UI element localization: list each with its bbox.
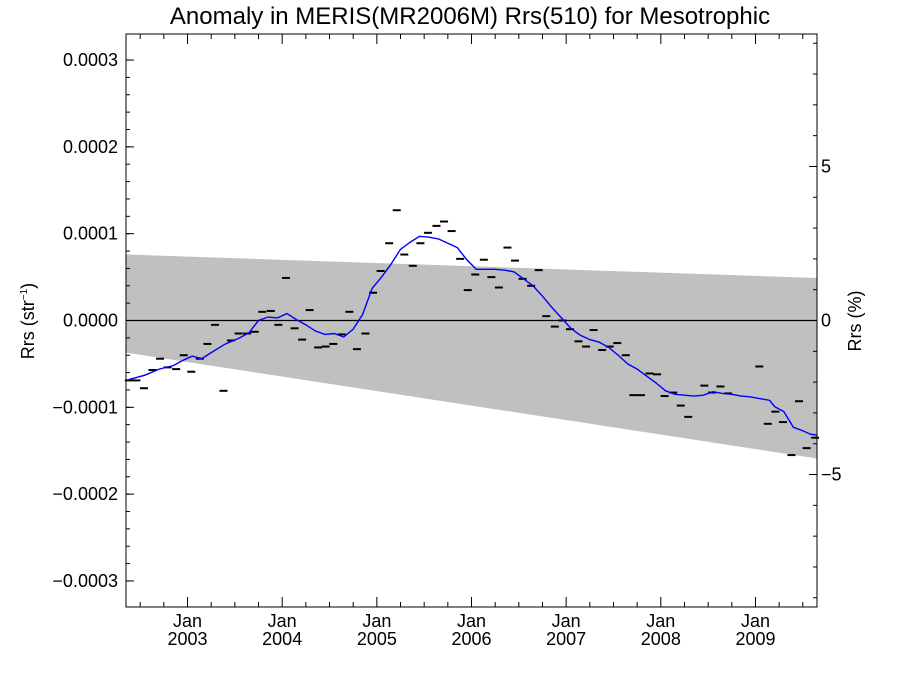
x-tick-month-label: Jan <box>646 611 675 631</box>
y2-tick-label: 0 <box>821 311 831 331</box>
x-tick-year-label: 2007 <box>546 629 586 649</box>
x-tick-month-label: Jan <box>457 611 486 631</box>
y-tick-label: −0.0003 <box>52 571 118 591</box>
x-tick-month-label: Jan <box>552 611 581 631</box>
x-tick-year-label: 2005 <box>357 629 397 649</box>
right-axis-label: Rrs (%) <box>845 291 865 352</box>
x-axis: Jan2003Jan2004Jan2005Jan2006Jan2007Jan20… <box>139 34 804 649</box>
x-tick-month-label: Jan <box>268 611 297 631</box>
left-axis-label-main: Rrs (str <box>18 300 38 359</box>
chart-title: Anomaly in MERIS(MR2006M) Rrs(510) for M… <box>170 3 770 30</box>
y-tick-label: 0.0001 <box>63 224 118 244</box>
x-tick-month-label: Jan <box>173 611 202 631</box>
y-tick-label: 0.0000 <box>63 311 118 331</box>
y-tick-label: −0.0002 <box>52 484 118 504</box>
x-tick-year-label: 2004 <box>262 629 302 649</box>
x-tick-year-label: 2006 <box>451 629 491 649</box>
right-y-axis: 5 0 −5 <box>809 42 842 599</box>
x-tick-month-label: Jan <box>362 611 391 631</box>
left-axis-label-close: ) <box>18 283 38 289</box>
plot-area <box>124 209 820 459</box>
y-tick-label: 0.0002 <box>63 137 118 157</box>
x-tick-year-label: 2008 <box>641 629 681 649</box>
running-mean-line <box>128 235 818 436</box>
left-axis-label: Rrs (str−1) <box>18 283 38 359</box>
y2-tick-label: −5 <box>821 465 842 485</box>
uncertainty-band <box>126 254 817 459</box>
left-axis-label-sup: −1 <box>19 288 30 300</box>
y2-tick-label: 5 <box>821 156 831 176</box>
x-tick-year-label: 2003 <box>168 629 208 649</box>
y-tick-label: −0.0001 <box>52 397 118 417</box>
x-tick-year-label: 2009 <box>735 629 775 649</box>
y-tick-label: 0.0003 <box>63 50 118 70</box>
left-y-axis: 0.0003 0.0002 0.0001 0.0000 −0.0001 −0.0002 −0… <box>52 50 134 591</box>
x-tick-month-label: Jan <box>741 611 770 631</box>
